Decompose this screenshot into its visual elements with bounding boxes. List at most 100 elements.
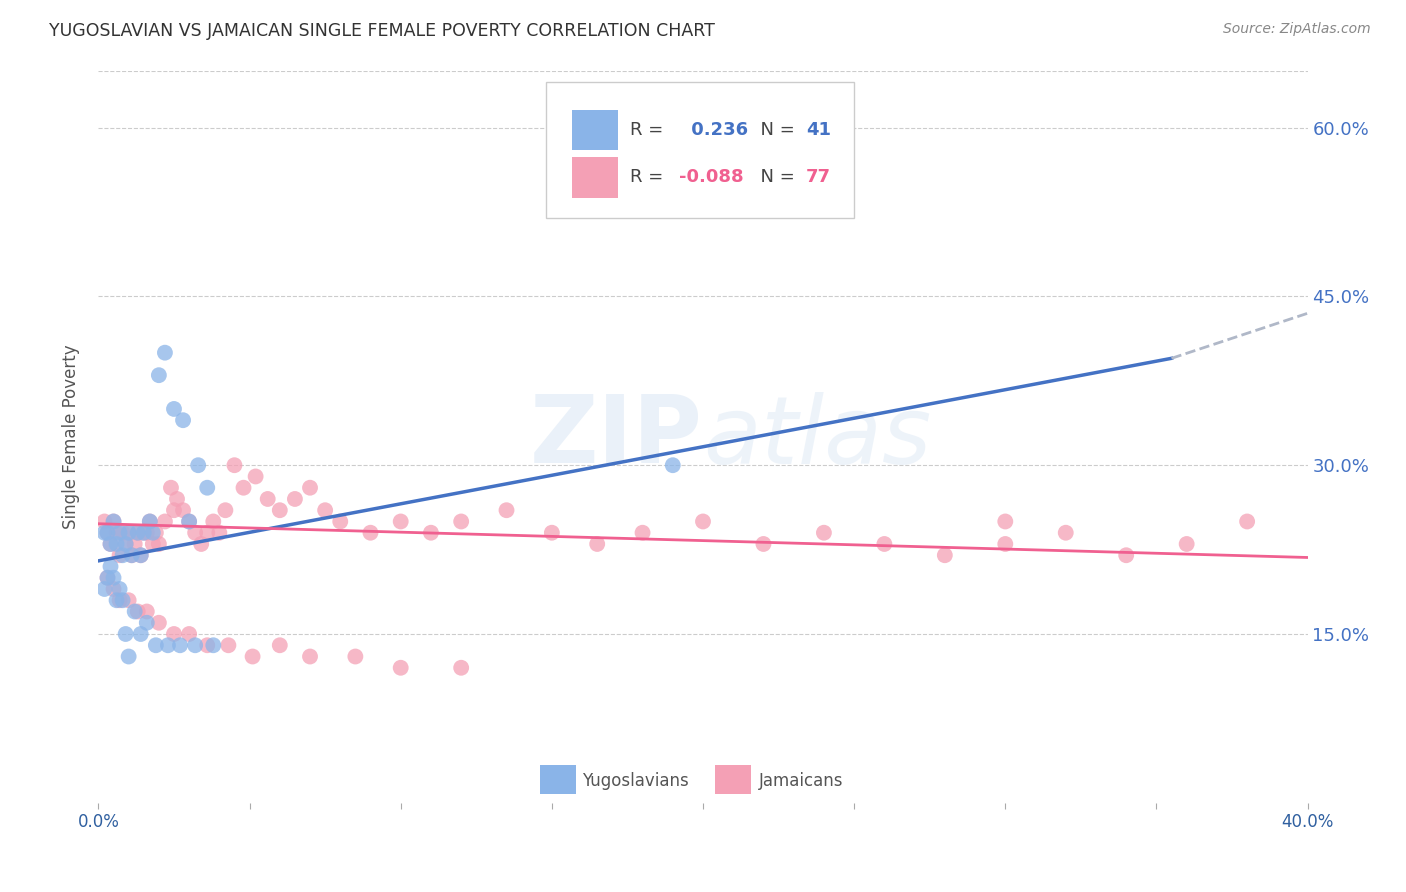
Point bbox=[269, 638, 291, 652]
Point bbox=[166, 491, 188, 506]
Point bbox=[269, 503, 291, 517]
Point bbox=[142, 525, 165, 540]
Text: Source: ZipAtlas.com: Source: ZipAtlas.com bbox=[1223, 22, 1371, 37]
Point bbox=[108, 582, 131, 596]
Point bbox=[828, 177, 851, 191]
Text: N =: N = bbox=[749, 121, 800, 139]
Text: ZIP: ZIP bbox=[530, 391, 703, 483]
Point bbox=[132, 525, 155, 540]
Point bbox=[96, 525, 118, 540]
Point bbox=[299, 481, 322, 495]
Point bbox=[202, 638, 225, 652]
Point bbox=[934, 548, 956, 562]
Point bbox=[163, 401, 186, 416]
Text: R =: R = bbox=[630, 169, 669, 186]
Point bbox=[148, 615, 170, 630]
Point bbox=[124, 605, 146, 619]
Point bbox=[96, 571, 118, 585]
Point bbox=[661, 458, 683, 473]
Text: 77: 77 bbox=[806, 169, 831, 186]
Point bbox=[329, 515, 352, 529]
Point bbox=[103, 582, 125, 596]
Point bbox=[1115, 548, 1137, 562]
Point bbox=[195, 481, 218, 495]
Point bbox=[148, 537, 170, 551]
Point bbox=[148, 368, 170, 383]
Point bbox=[108, 593, 131, 607]
Point bbox=[195, 638, 218, 652]
Point bbox=[145, 525, 167, 540]
Point bbox=[129, 548, 152, 562]
Point bbox=[586, 537, 609, 551]
Point bbox=[105, 537, 128, 551]
Point bbox=[156, 638, 179, 652]
FancyBboxPatch shape bbox=[572, 110, 619, 150]
Point bbox=[135, 615, 157, 630]
Point bbox=[93, 515, 115, 529]
Point bbox=[124, 537, 146, 551]
Point bbox=[179, 515, 201, 529]
Point bbox=[127, 525, 149, 540]
Point bbox=[195, 525, 218, 540]
Text: R =: R = bbox=[630, 121, 669, 139]
Point bbox=[256, 491, 278, 506]
Point bbox=[121, 548, 143, 562]
Point bbox=[93, 525, 115, 540]
Point bbox=[994, 537, 1017, 551]
Point bbox=[129, 627, 152, 641]
Point bbox=[121, 548, 143, 562]
Point bbox=[132, 525, 155, 540]
Point bbox=[100, 537, 122, 551]
Point bbox=[153, 345, 176, 359]
Point bbox=[135, 525, 157, 540]
Point bbox=[752, 537, 775, 551]
Point bbox=[692, 515, 714, 529]
Point bbox=[179, 627, 201, 641]
Point bbox=[108, 525, 131, 540]
Point bbox=[214, 503, 236, 517]
Point bbox=[100, 537, 122, 551]
Point bbox=[284, 491, 307, 506]
Point bbox=[187, 458, 209, 473]
Point bbox=[190, 537, 212, 551]
Point bbox=[111, 525, 134, 540]
Point bbox=[217, 638, 239, 652]
Text: 41: 41 bbox=[806, 121, 831, 139]
Point bbox=[118, 649, 141, 664]
Point bbox=[129, 548, 152, 562]
Point bbox=[242, 649, 264, 664]
FancyBboxPatch shape bbox=[546, 82, 855, 218]
Point bbox=[1054, 525, 1077, 540]
FancyBboxPatch shape bbox=[716, 764, 751, 794]
Point bbox=[245, 469, 267, 483]
Point bbox=[103, 571, 125, 585]
Point bbox=[118, 525, 141, 540]
Text: N =: N = bbox=[749, 169, 800, 186]
Point bbox=[360, 525, 382, 540]
Text: YUGOSLAVIAN VS JAMAICAN SINGLE FEMALE POVERTY CORRELATION CHART: YUGOSLAVIAN VS JAMAICAN SINGLE FEMALE PO… bbox=[49, 22, 716, 40]
Point bbox=[1175, 537, 1198, 551]
Point bbox=[169, 638, 191, 652]
Point bbox=[172, 503, 194, 517]
Text: atlas: atlas bbox=[703, 392, 931, 483]
Point bbox=[142, 537, 165, 551]
Point bbox=[93, 582, 115, 596]
Text: -0.088: -0.088 bbox=[679, 169, 744, 186]
Text: Yugoslavians: Yugoslavians bbox=[582, 772, 689, 789]
Point bbox=[153, 515, 176, 529]
Point bbox=[96, 571, 118, 585]
Point bbox=[495, 503, 517, 517]
Point bbox=[145, 638, 167, 652]
Point bbox=[163, 627, 186, 641]
Point bbox=[139, 515, 162, 529]
Point bbox=[994, 515, 1017, 529]
Point bbox=[103, 515, 125, 529]
Point bbox=[184, 638, 207, 652]
Point bbox=[127, 605, 149, 619]
Point bbox=[103, 515, 125, 529]
Point bbox=[389, 661, 412, 675]
Point bbox=[450, 515, 472, 529]
Point bbox=[631, 525, 654, 540]
Point bbox=[163, 503, 186, 517]
Point bbox=[314, 503, 336, 517]
